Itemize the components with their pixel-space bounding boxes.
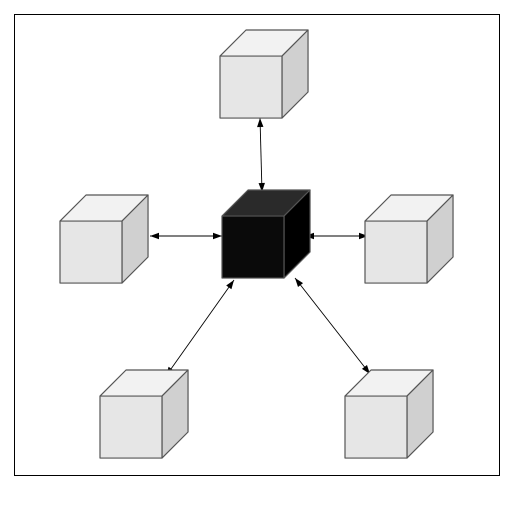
cube-top (220, 30, 308, 118)
cube-center (222, 190, 310, 278)
cube-bottom-left (100, 370, 188, 458)
edge (257, 118, 265, 192)
cube-left (60, 195, 148, 283)
network-svg (0, 0, 513, 505)
cube-bottom-right (345, 370, 433, 458)
diagram-frame (0, 0, 513, 505)
cube-right (365, 195, 453, 283)
edge (295, 278, 370, 374)
edge (166, 280, 234, 376)
edge (150, 233, 222, 239)
edge (305, 233, 368, 239)
